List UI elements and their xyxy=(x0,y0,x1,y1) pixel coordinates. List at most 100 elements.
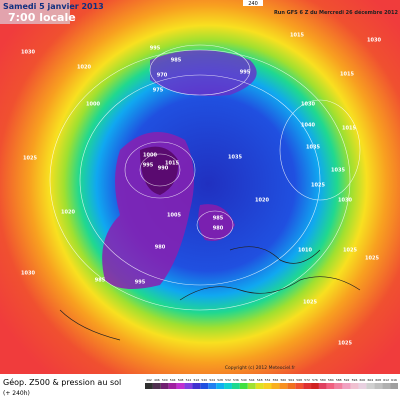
colorbar-swatch xyxy=(263,383,272,389)
colorbar-swatch xyxy=(318,383,327,389)
colorbar-swatch xyxy=(192,383,201,389)
isobar-label: 1025 xyxy=(365,256,379,262)
isobar-label: 1020 xyxy=(61,210,75,216)
colorbar-label: 596 xyxy=(352,378,358,382)
colorbar-swatch xyxy=(271,383,280,389)
colorbar-label: 564 xyxy=(288,378,294,382)
colorbar-label: 552 xyxy=(265,378,271,382)
isobar-label: 1015 xyxy=(165,161,179,167)
isobar-label: 1030 xyxy=(301,102,315,108)
isobar-label: 985 xyxy=(95,278,106,284)
isobar-label: 980 xyxy=(155,245,166,251)
colorbar-label: 616 xyxy=(391,378,397,382)
colorbar-swatch xyxy=(382,383,391,389)
isobar-label: 1035 xyxy=(331,168,345,174)
colorbar-swatch xyxy=(358,383,367,389)
isobar-label: 980 xyxy=(213,226,224,232)
isobar-label: 1025 xyxy=(303,300,317,306)
colorbar-swatch xyxy=(208,383,217,389)
colorbar-label: 524 xyxy=(209,378,215,382)
colorbar-swatch xyxy=(184,383,193,389)
isobar-label: 1035 xyxy=(228,155,242,161)
colorbar-label: 492 xyxy=(146,378,152,382)
isobar-label: 1025 xyxy=(23,156,37,162)
colorbar-swatch xyxy=(255,383,264,389)
colorbar-label: 612 xyxy=(383,378,389,382)
colorbar-label: 516 xyxy=(194,378,200,382)
isobar-label: 1030 xyxy=(21,50,35,56)
isobar-label: 990 xyxy=(158,166,169,172)
isobar-label: 985 xyxy=(213,216,224,222)
colorbar-swatch xyxy=(303,383,312,389)
isobar-label: 1000 xyxy=(143,153,157,159)
low-core xyxy=(140,146,179,195)
colorbar-swatch xyxy=(168,383,177,389)
colorbar-swatch xyxy=(279,383,288,389)
isobar-label: 1035 xyxy=(306,145,320,151)
colorbar-label: 548 xyxy=(257,378,263,382)
colorbar-swatch xyxy=(247,383,256,389)
colorbar-label: 540 xyxy=(241,378,247,382)
isobar-label: 1010 xyxy=(298,248,312,254)
colorbar-label: 508 xyxy=(178,378,184,382)
copyright: Copyright (c) 2012 Meteociel.fr xyxy=(225,365,295,371)
colorbar-label: 604 xyxy=(367,378,373,382)
colorbar-swatch xyxy=(239,383,248,389)
coastlines xyxy=(59,246,361,341)
run: Run GFS 6 Z du Mercredi 26 décembre 2012 xyxy=(274,9,399,16)
isobar-label: 1020 xyxy=(77,65,91,71)
colorbar-swatch xyxy=(374,383,383,389)
colorbar-label: 512 xyxy=(186,378,192,382)
colorbar-swatch xyxy=(334,383,343,389)
colorbar-label: 592 xyxy=(344,378,350,382)
isobar-label: 1015 xyxy=(340,72,354,78)
isobar-label: 1030 xyxy=(338,198,352,204)
isobar-label: 1000 xyxy=(86,102,100,108)
step-box xyxy=(243,0,263,6)
isobar-label: 970 xyxy=(157,73,168,79)
colorbar-swatch xyxy=(216,383,225,389)
isobar-label: 1030 xyxy=(367,38,381,44)
colorbar-label: 580 xyxy=(320,378,326,382)
colorbar-label: 500 xyxy=(162,378,168,382)
colorbar-label: 520 xyxy=(201,378,207,382)
step: 240 xyxy=(248,1,258,7)
colorbar-swatch xyxy=(326,383,335,389)
time: 7:00 locale xyxy=(8,11,76,24)
colorbar-label: 572 xyxy=(304,378,310,382)
date-box xyxy=(0,0,70,24)
colorbar-swatch xyxy=(145,383,153,389)
colorbar-label: 584 xyxy=(328,378,334,382)
date: Samedi 5 janvier 2013 xyxy=(3,2,104,11)
colorbar-label: 504 xyxy=(170,378,176,382)
low-pressure-area xyxy=(198,204,235,241)
colorbar-swatch xyxy=(295,383,304,389)
isobar-label: 995 xyxy=(135,280,146,286)
colorbar-label: 588 xyxy=(336,378,342,382)
colorbar-swatch xyxy=(200,383,209,389)
colorbar-swatch xyxy=(311,383,319,389)
isobar-label: 975 xyxy=(153,88,164,94)
isobar-label: 1015 xyxy=(342,126,356,132)
colorbar-label: 600 xyxy=(360,378,366,382)
colorbar-label: 608 xyxy=(375,378,381,382)
colorbar-label: 528 xyxy=(217,378,223,382)
isobar-label: 1025 xyxy=(343,248,357,254)
isobar-label: 1015 xyxy=(290,33,304,39)
isobar-label: 985 xyxy=(171,58,182,64)
colorbar-label: 560 xyxy=(280,378,286,382)
colorbar-swatch xyxy=(342,383,351,389)
colorbar-label: 556 xyxy=(273,378,279,382)
low-pressure-area xyxy=(150,50,257,96)
lead: (+ 240h) xyxy=(3,390,30,397)
colorbar-label: 532 xyxy=(225,378,231,382)
isobar-label: 995 xyxy=(240,70,251,76)
colorbar-swatch xyxy=(160,383,169,389)
isobar-label: 995 xyxy=(143,163,154,169)
isobar-label: 1025 xyxy=(338,341,352,347)
isobar-label: 1040 xyxy=(301,123,315,129)
colorbar-label: 568 xyxy=(296,378,302,382)
colorbar-swatch xyxy=(350,383,359,389)
colorbar-swatch xyxy=(287,383,296,389)
isobar-label: 1005 xyxy=(167,213,181,219)
